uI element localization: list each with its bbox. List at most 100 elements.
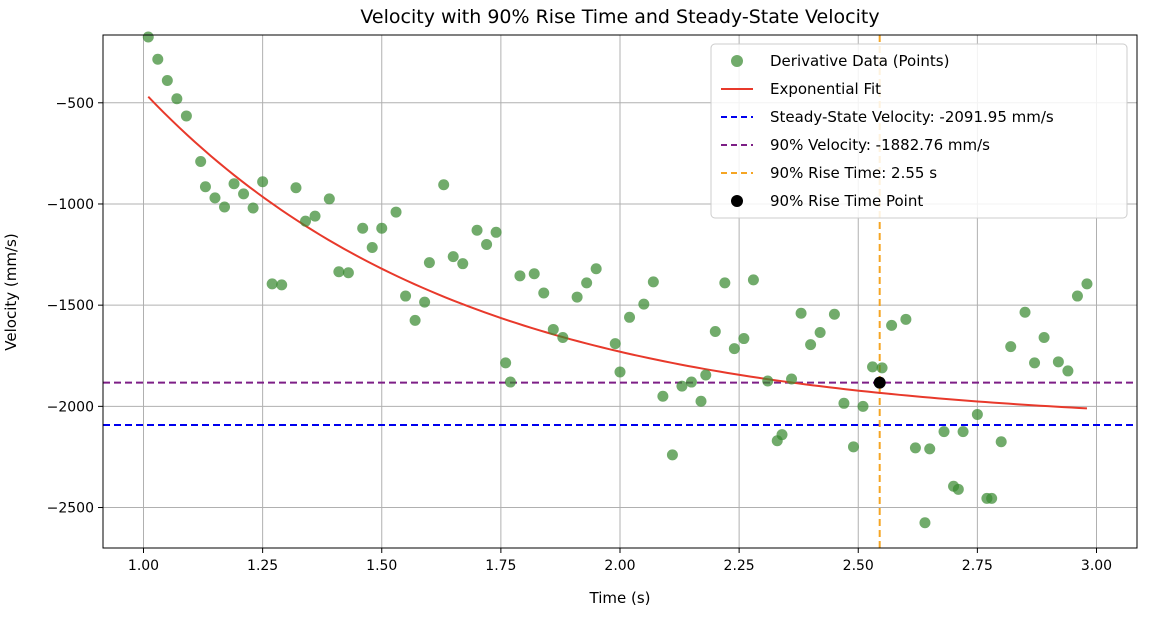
chart-title: Velocity with 90% Rise Time and Steady-S… [360, 6, 879, 28]
data-point [1005, 341, 1017, 353]
data-point [695, 395, 707, 407]
data-point [290, 182, 302, 194]
data-point [180, 110, 192, 122]
data-point [333, 266, 345, 278]
data-point [676, 380, 688, 392]
data-point [747, 274, 759, 286]
data-point [786, 373, 798, 385]
data-point [195, 155, 207, 167]
data-points [142, 31, 1093, 529]
legend-label: Steady-State Velocity: -2091.95 mm/s [770, 108, 1054, 126]
data-point [419, 296, 431, 308]
data-point [266, 278, 278, 290]
data-point [1062, 365, 1074, 377]
data-point [1071, 290, 1083, 302]
y-tick-label: −2000 [47, 399, 94, 415]
data-point [728, 343, 740, 355]
data-point [1038, 332, 1050, 344]
reference-lines [103, 35, 1137, 548]
data-point [938, 426, 950, 438]
data-point [700, 369, 712, 381]
data-point [709, 325, 721, 337]
data-point [557, 332, 569, 344]
data-point [614, 366, 626, 378]
data-point [571, 291, 583, 303]
data-point [342, 267, 354, 279]
x-tick-label: 1.25 [247, 558, 278, 574]
data-point [447, 251, 459, 263]
data-point [738, 333, 750, 345]
data-point [638, 298, 650, 310]
data-point [952, 483, 964, 495]
data-point [500, 357, 512, 369]
y-tick-label: −500 [56, 96, 94, 112]
legend-label: 90% Rise Time Point [770, 192, 923, 210]
data-point [847, 441, 859, 453]
data-point [400, 290, 412, 302]
y-tick-label: −1000 [47, 197, 94, 213]
data-point [376, 222, 388, 234]
x-tick-label: 1.50 [366, 558, 397, 574]
data-point [986, 492, 998, 504]
x-tick-label: 2.50 [843, 558, 874, 574]
data-point [490, 226, 502, 238]
legend-box [710, 43, 1128, 219]
x-tick-label: 2.75 [962, 558, 993, 574]
data-point [776, 429, 788, 441]
data-point [814, 326, 826, 338]
data-point [886, 319, 898, 331]
legend-label: 90% Rise Time: 2.55 s [770, 164, 937, 182]
data-point [357, 222, 369, 234]
data-point [257, 176, 269, 188]
data-point [152, 53, 164, 65]
data-point [300, 215, 312, 227]
data-point [142, 31, 154, 43]
data-point [828, 308, 840, 320]
data-point [390, 206, 402, 218]
data-point [581, 277, 593, 289]
data-point [919, 517, 931, 529]
data-point [1019, 306, 1031, 318]
data-point [1029, 357, 1041, 369]
x-axis-ticks: 1.00 1.25 1.50 1.75 2.00 2.25 2.50 2.75 3.00 [128, 548, 1112, 574]
data-point [1081, 278, 1093, 290]
x-tick-label: 2.25 [724, 558, 755, 574]
data-point [657, 390, 669, 402]
data-point [795, 307, 807, 319]
data-point [971, 408, 983, 420]
data-point [528, 268, 540, 280]
data-point [624, 311, 636, 323]
data-point [685, 376, 697, 388]
rise-time-point [873, 376, 886, 389]
data-point [995, 436, 1007, 448]
data-point [1052, 356, 1064, 368]
data-point [323, 193, 335, 205]
data-point [762, 375, 774, 387]
x-axis-label: Time (s) [589, 589, 651, 607]
x-tick-label: 1.00 [128, 558, 159, 574]
data-point [900, 313, 912, 325]
legend-label: Derivative Data (Points) [770, 52, 949, 70]
legend: Derivative Data (Points) Exponential Fit S… [710, 43, 1128, 219]
legend-label: 90% Velocity: -1882.76 mm/s [770, 136, 990, 154]
x-tick-label: 3.00 [1081, 558, 1112, 574]
data-point [867, 361, 879, 373]
data-point [238, 188, 250, 200]
data-point [909, 442, 921, 454]
data-point [666, 449, 678, 461]
legend-marker [731, 195, 743, 207]
data-point [514, 270, 526, 282]
data-point [924, 443, 936, 455]
x-tick-label: 1.75 [485, 558, 516, 574]
x-tick-label: 2.00 [604, 558, 635, 574]
data-point [171, 93, 183, 105]
data-point [857, 400, 869, 412]
y-tick-label: −1500 [47, 298, 94, 314]
data-point [219, 201, 231, 213]
data-point [309, 210, 321, 222]
y-axis-label: Velocity (mm/s) [2, 233, 20, 350]
data-point [590, 263, 602, 275]
data-point [276, 279, 288, 291]
data-point [209, 192, 221, 204]
